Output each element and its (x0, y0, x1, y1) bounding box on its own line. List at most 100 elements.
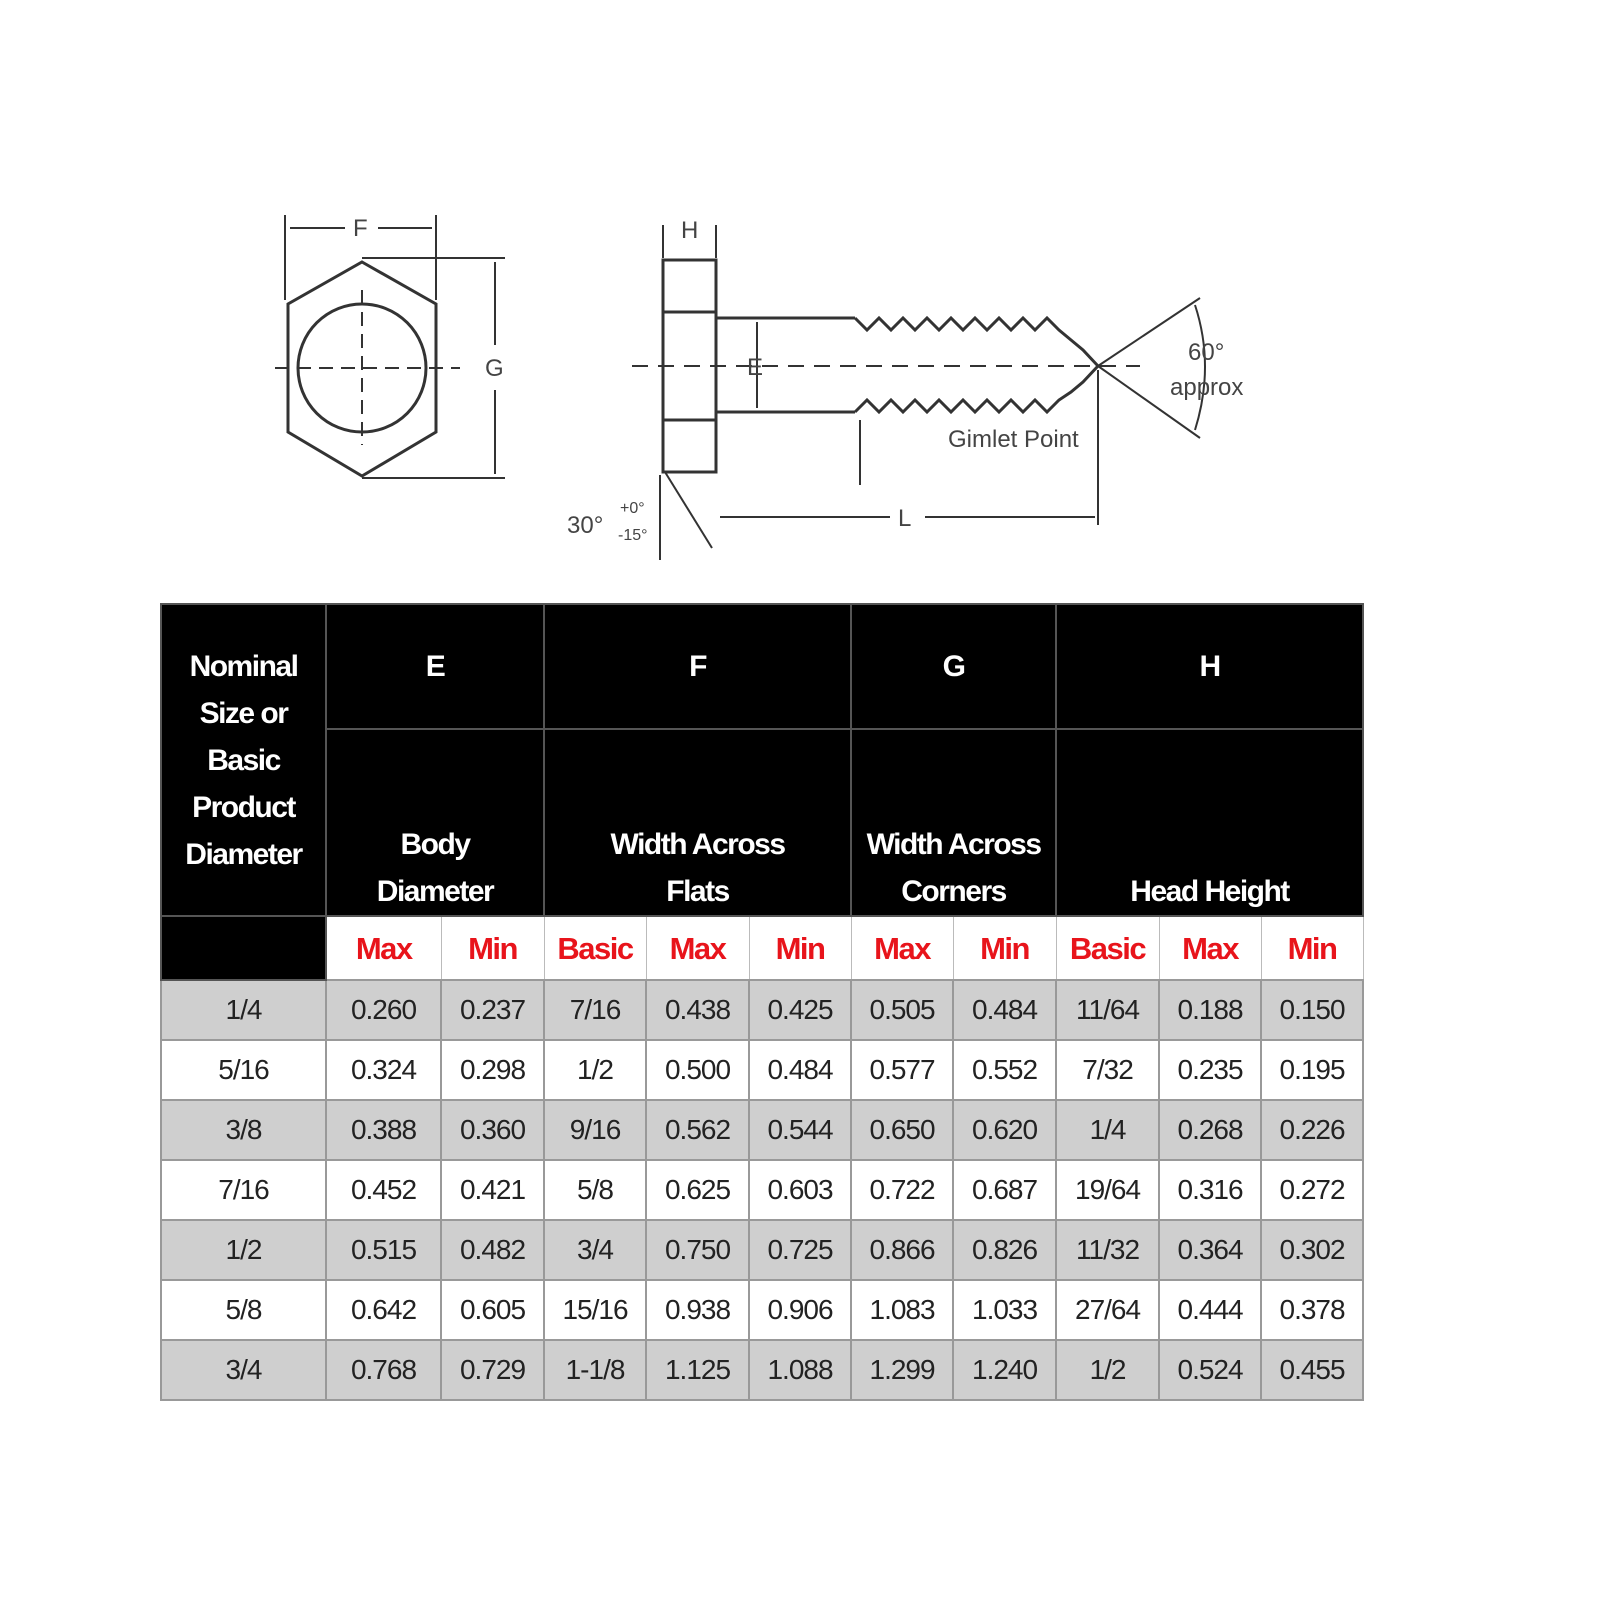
lag-screw-dimensions-table: Nominal Size or Basic Product Diameter E F G H Bo… (160, 603, 1365, 1401)
value-cell: 0.444 (1158, 1279, 1263, 1341)
sub-header-row: Max Min Basic Max Min Max Min Basic Max Min (160, 915, 1364, 981)
group-name-e: Body Diameter (324, 728, 546, 917)
value-cell: 0.505 (850, 979, 955, 1041)
value-cell: 1/2 (543, 1039, 648, 1101)
nominal-size-cell: 1/2 (160, 1219, 327, 1281)
group-name-line: Flats (666, 875, 730, 908)
value-cell: 0.388 (325, 1099, 442, 1161)
table-row: 5/16 0.324 0.298 1/2 0.500 0.484 0.577 0.552 7/3… (160, 1039, 1365, 1101)
group-letter-e: E (324, 603, 546, 730)
value-cell: 0.725 (748, 1219, 853, 1281)
group-name-h: Head Height (1055, 728, 1365, 917)
table-row: 1/2 0.515 0.482 3/4 0.750 0.725 0.866 0.826 11/3… (160, 1219, 1365, 1281)
value-cell: 0.452 (325, 1159, 442, 1221)
value-cell: 0.298 (439, 1039, 546, 1101)
nominal-size-cell: 5/16 (160, 1039, 327, 1101)
label-f: F (353, 215, 368, 242)
sub-header-g-max: Max (850, 915, 954, 981)
value-cell: 1.125 (645, 1339, 751, 1401)
value-cell: 0.455 (1260, 1339, 1365, 1401)
label-h: H (681, 217, 698, 244)
value-cell: 3/4 (543, 1219, 648, 1281)
value-cell: 0.500 (645, 1039, 751, 1101)
nominal-size-cell: 3/4 (160, 1339, 327, 1401)
value-cell: 1-1/8 (543, 1339, 648, 1401)
group-letter-f: F (543, 603, 853, 730)
value-cell: 0.722 (850, 1159, 955, 1221)
value-cell: 0.620 (952, 1099, 1058, 1161)
table-row: 3/4 0.768 0.729 1-1/8 1.125 1.088 1.299 1.240 1/… (160, 1339, 1365, 1401)
label-gimlet-point: Gimlet Point (948, 426, 1079, 453)
value-cell: 0.826 (952, 1219, 1058, 1281)
value-cell: 0.562 (645, 1099, 751, 1161)
group-name-line: Head Height (1130, 875, 1290, 908)
value-cell: 0.272 (1260, 1159, 1365, 1221)
value-cell: 1.083 (850, 1279, 955, 1341)
group-name-line: Diameter (376, 875, 495, 908)
group-name-f: Width Across Flats (543, 728, 853, 917)
group-name-line: Body (400, 828, 472, 861)
label-angle: 60° (1188, 339, 1224, 366)
sub-header-f-basic: Basic (543, 915, 647, 981)
value-cell: 0.552 (952, 1039, 1058, 1101)
nominal-header-line: Basic (207, 743, 281, 777)
table-row: 3/8 0.388 0.360 9/16 0.562 0.544 0.650 0.620 1/4… (160, 1099, 1365, 1161)
value-cell: 19/64 (1055, 1159, 1161, 1221)
value-cell: 0.268 (1158, 1099, 1263, 1161)
value-cell: 0.195 (1260, 1039, 1365, 1101)
value-cell: 0.378 (1260, 1279, 1365, 1341)
sub-header-e-max: Max (325, 915, 442, 981)
table-row: 5/8 0.642 0.605 15/16 0.938 0.906 1.083 1.033 27… (160, 1279, 1365, 1341)
nominal-size-cell: 7/16 (160, 1159, 327, 1221)
value-cell: 0.768 (325, 1339, 442, 1401)
value-cell: 0.360 (439, 1099, 546, 1161)
table-row: 1/4 0.260 0.237 7/16 0.438 0.425 0.505 0.484 11/… (160, 979, 1365, 1041)
value-cell: 0.302 (1260, 1219, 1365, 1281)
value-cell: 1.033 (952, 1279, 1058, 1341)
value-cell: 0.515 (325, 1219, 442, 1281)
value-cell: 0.150 (1260, 979, 1365, 1041)
value-cell: 5/8 (543, 1159, 648, 1221)
label-tol-plus: +0° (620, 500, 645, 517)
hex-head-end-view (286, 260, 438, 478)
nominal-header-line: Diameter (185, 837, 303, 871)
table-row: 7/16 0.452 0.421 5/8 0.625 0.603 0.722 0.687 19/… (160, 1159, 1365, 1221)
group-letter-h: H (1055, 603, 1365, 730)
value-cell: 1.088 (748, 1339, 853, 1401)
sub-header-h-min: Min (1260, 915, 1364, 981)
header-row-letters: Nominal Size or Basic Product Diameter E F G H (160, 603, 1365, 917)
nominal-size-header: Nominal Size or Basic Product Diameter (160, 603, 327, 917)
sub-header-h-max: Max (1158, 915, 1262, 981)
value-cell: 0.316 (1158, 1159, 1263, 1221)
value-cell: 0.260 (325, 979, 442, 1041)
value-cell: 0.750 (645, 1219, 751, 1281)
value-cell: 27/64 (1055, 1279, 1161, 1341)
sub-header-h-basic: Basic (1055, 915, 1160, 981)
nominal-header-line: Size or (199, 696, 289, 730)
sub-header-e-min: Min (440, 915, 545, 981)
value-cell: 11/64 (1055, 979, 1161, 1041)
value-cell: 0.425 (748, 979, 853, 1041)
value-cell: 0.642 (325, 1279, 442, 1341)
value-cell: 0.484 (748, 1039, 853, 1101)
header-row-names: Body Diameter Width Across Flats Width Acros… (161, 728, 1365, 917)
value-cell: 0.421 (439, 1159, 546, 1221)
group-name-line (1057, 821, 1362, 868)
nominal-header-line: Product (192, 790, 296, 824)
lag-screw-diagram: F G H E L 60° approx Gimlet Point 30° +0… (275, 215, 1243, 560)
value-cell: 15/16 (543, 1279, 648, 1341)
value-cell: 0.544 (748, 1099, 853, 1161)
nominal-size-cell: 3/8 (160, 1099, 327, 1161)
value-cell: 0.906 (748, 1279, 853, 1341)
value-cell: 0.438 (645, 979, 751, 1041)
group-name-g: Width Across Corners (850, 728, 1058, 917)
value-cell: 0.364 (1158, 1219, 1263, 1281)
sub-header-f-min: Min (748, 915, 852, 981)
nominal-header-line: Nominal (189, 649, 299, 683)
value-cell: 0.237 (439, 979, 546, 1041)
value-cell: 7/16 (543, 979, 648, 1041)
value-cell: 1/4 (1055, 1099, 1161, 1161)
value-cell: 0.577 (850, 1039, 955, 1101)
group-name-line: Corners (901, 875, 1007, 908)
value-cell: 0.484 (952, 979, 1058, 1041)
